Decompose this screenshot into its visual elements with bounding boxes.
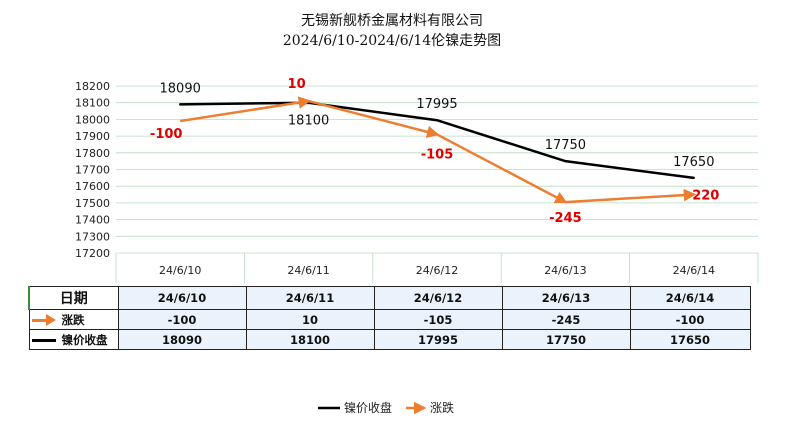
row-label-text: 镍价收盘 [61,332,108,347]
change-line-segment [436,133,568,204]
y-tick-label: 18000 [75,113,110,126]
close-price-label: 18100 [288,114,329,129]
table-date-cell: 24/6/14 [629,286,751,310]
x-category-label: 24/6/12 [416,264,458,277]
chart-title: 无锡新舰桥金属材料有限公司 [301,13,483,29]
change-label: -245 [549,211,582,226]
change-label: -100 [150,127,183,142]
table-row-close: 镍价收盘 18090 18100 17995 17750 17650 [28,329,751,350]
y-tick-label: 17800 [75,147,110,160]
legend-close-label: 镍价收盘 [344,400,392,415]
table-row-change: 涨跌 -100 10 -105 -245 -100 [28,309,751,330]
table-cell: -105 [373,309,503,330]
table-date-cell: 24/6/11 [245,286,375,310]
y-tick-label: 17400 [75,214,110,227]
table-cell: 18090 [117,329,247,350]
table-date-cell: 24/6/12 [373,286,503,310]
close-price-label: 17995 [416,97,457,112]
table-cell: 17995 [373,329,503,350]
close-price-point [435,119,439,122]
table-cell: 17750 [501,329,631,350]
table-cell: 10 [245,309,375,330]
y-tick-label: 18100 [75,97,110,110]
y-tick-label: 17600 [75,180,110,193]
close-price-point [564,159,567,163]
y-tick-label: 17900 [75,130,110,143]
table-cell: 18100 [245,329,375,350]
y-tick-label: 17200 [75,247,110,260]
change-line-segment [308,99,440,138]
change-line-segment [565,188,697,204]
y-tick-label: 17700 [75,164,110,177]
table-header-row: 日期 24/6/10 24/6/11 24/6/12 24/6/13 24/6/… [28,286,751,310]
close-price-line [180,101,694,180]
x-category-label: 24/6/14 [673,264,715,277]
table-row-label-close: 镍价收盘 [28,329,119,350]
y-tick-label: 17300 [75,230,110,243]
legend-change-label: 涨跌 [430,400,454,415]
close-price-label: 17650 [673,155,714,170]
row-label-text: 涨跌 [61,312,85,327]
table-row-label-change: 涨跌 [28,309,119,330]
change-label: 10 [288,77,306,92]
table-cell: -100 [629,309,751,330]
chart-subtitle: 2024/6/10-2024/6/14伦镍走势图 [283,33,501,49]
data-table: 日期 24/6/10 24/6/11 24/6/12 24/6/13 24/6/… [28,286,751,350]
close-price-point [179,103,182,106]
change-line-segment [180,96,312,123]
y-tick-label: 18200 [75,80,110,93]
table-date-cell: 24/6/13 [501,286,631,310]
change-label: -105 [421,147,454,162]
x-category-label: 24/6/11 [287,264,329,277]
table-cell: -100 [117,309,247,330]
y-tick-label: 17500 [75,197,110,210]
close-price-label: 17750 [545,138,586,153]
x-category-label: 24/6/10 [159,264,201,277]
orange-arrow-icon [31,314,56,326]
table-cell: -245 [501,309,631,330]
table-header-label: 日期 [28,286,119,310]
black-line-icon [31,334,56,346]
table-date-cell: 24/6/10 [117,286,247,310]
table-cell: 17650 [629,329,751,350]
change-label: 220 [692,189,719,204]
close-price-point [692,176,695,180]
close-price-label: 18090 [160,81,201,96]
x-category-label: 24/6/13 [544,264,586,277]
